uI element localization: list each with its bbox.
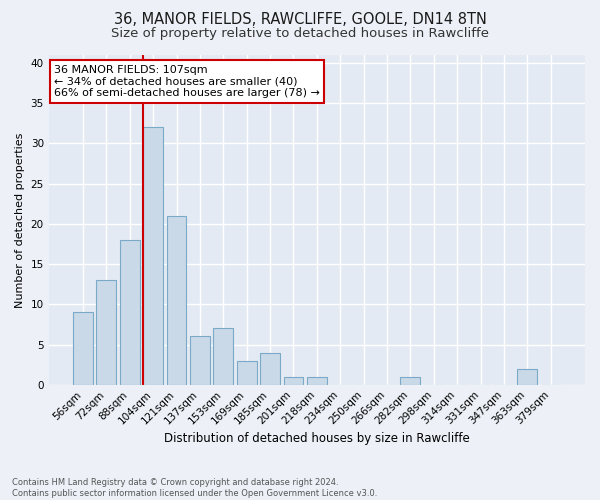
Bar [284,376,304,384]
Bar [120,240,140,384]
Bar [400,376,421,384]
Text: Size of property relative to detached houses in Rawcliffe: Size of property relative to detached ho… [111,28,489,40]
Bar [237,360,257,384]
Bar [190,336,210,384]
Bar [143,128,163,384]
Bar [260,352,280,384]
Text: 36, MANOR FIELDS, RAWCLIFFE, GOOLE, DN14 8TN: 36, MANOR FIELDS, RAWCLIFFE, GOOLE, DN14… [113,12,487,28]
Bar [307,376,327,384]
Bar [73,312,93,384]
Bar [167,216,187,384]
Bar [517,368,537,384]
Y-axis label: Number of detached properties: Number of detached properties [15,132,25,308]
Text: Contains HM Land Registry data © Crown copyright and database right 2024.
Contai: Contains HM Land Registry data © Crown c… [12,478,377,498]
Bar [214,328,233,384]
Bar [97,280,116,384]
X-axis label: Distribution of detached houses by size in Rawcliffe: Distribution of detached houses by size … [164,432,470,445]
Text: 36 MANOR FIELDS: 107sqm
← 34% of detached houses are smaller (40)
66% of semi-de: 36 MANOR FIELDS: 107sqm ← 34% of detache… [54,65,320,98]
